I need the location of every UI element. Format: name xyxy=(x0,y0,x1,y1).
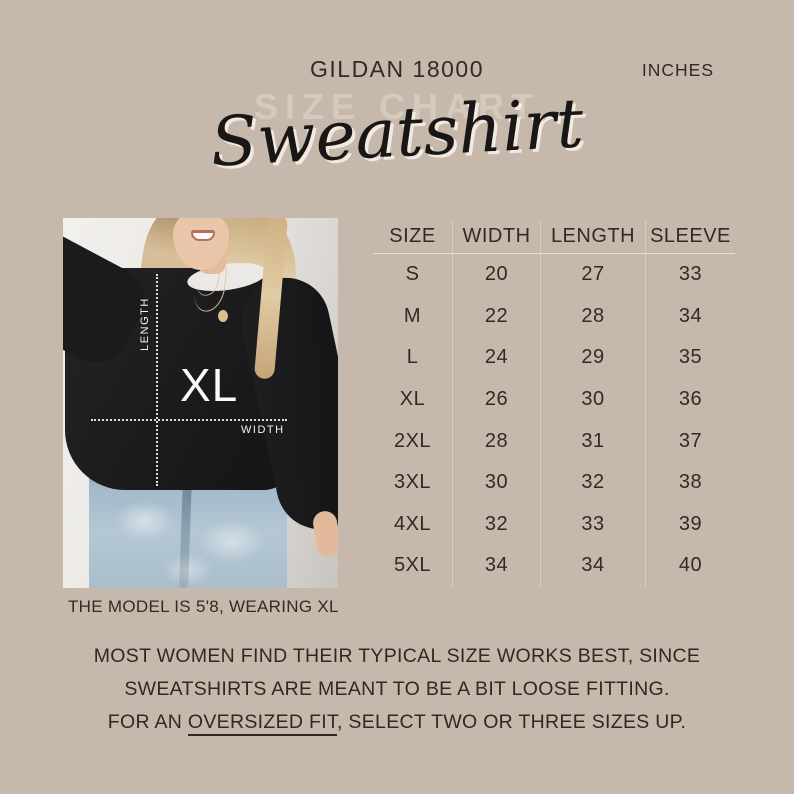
model-photo: LENGTH WIDTH XL xyxy=(63,218,338,588)
width-cell: 32 xyxy=(453,503,541,546)
model-caption: THE MODEL IS 5'8, WEARING XL xyxy=(68,597,339,616)
size-chart-watermark: SIZE CHART xyxy=(254,86,540,127)
col-header-width: WIDTH xyxy=(453,220,541,254)
model-hand xyxy=(311,509,338,559)
width-cell: 20 xyxy=(453,254,541,296)
width-cell: 26 xyxy=(453,378,541,421)
table-row: 2XL 28 31 37 xyxy=(373,420,735,462)
sleeve-cell: 39 xyxy=(678,512,703,535)
width-cell: 24 xyxy=(453,337,541,379)
size-cell: 2XL xyxy=(373,420,453,462)
col-header-size: SIZE xyxy=(373,220,453,254)
width-cell: 34 xyxy=(453,545,541,587)
sleeve-cell: 40 xyxy=(678,554,703,577)
table-row: 5XL 34 34 40 xyxy=(373,545,735,587)
length-cell: 31 xyxy=(541,420,646,462)
col-header-length: LENGTH xyxy=(541,220,646,254)
brand-label: GILDAN 18000 xyxy=(310,56,484,82)
table-row: S 20 27 33 xyxy=(373,254,735,296)
width-label: WIDTH xyxy=(241,424,285,436)
length-measure-line xyxy=(156,274,158,486)
fit-note-line-3-prefix: FOR AN xyxy=(107,711,188,733)
size-cell: S xyxy=(373,254,453,296)
fit-note-line-2: SWEATSHIRTS ARE MEANT TO BE A BIT LOOSE … xyxy=(124,678,670,700)
table-row: XL 26 30 36 xyxy=(373,378,735,421)
table-row: 3XL 30 32 38 xyxy=(373,461,735,504)
size-cell: XL xyxy=(373,378,453,421)
size-cell: 3XL xyxy=(373,461,453,504)
oversized-fit-underlined: OVERSIZED FIT xyxy=(187,711,337,736)
fit-note: MOST WOMEN FIND THEIR TYPICAL SIZE WORKS… xyxy=(0,640,794,739)
sleeve-cell: 33 xyxy=(678,263,703,286)
width-cell: 22 xyxy=(453,295,541,338)
units-label: INCHES xyxy=(641,60,714,80)
length-cell: 28 xyxy=(541,295,646,338)
size-cell: L xyxy=(373,337,453,379)
length-cell: 30 xyxy=(541,378,646,421)
sleeve-cell: 36 xyxy=(678,388,703,411)
width-measure-line xyxy=(91,419,287,421)
length-cell: 32 xyxy=(541,461,646,504)
sleeve-cell: 34 xyxy=(678,304,703,327)
sleeve-cell: 38 xyxy=(678,471,703,494)
length-cell: 34 xyxy=(541,545,646,587)
col-header-sleeve: SLEEVE xyxy=(646,220,735,254)
size-table: SIZE WIDTH LENGTH SLEEVE S 20 27 33 M 22… xyxy=(373,220,735,587)
length-cell: 27 xyxy=(541,254,646,296)
size-cell: 5XL xyxy=(373,545,453,587)
length-cell: 29 xyxy=(541,337,646,379)
width-cell: 30 xyxy=(453,461,541,504)
sleeve-cell: 37 xyxy=(678,429,703,452)
table-row: M 22 28 34 xyxy=(373,295,735,338)
table-row: L 24 29 35 xyxy=(373,337,735,379)
worn-size-label: XL xyxy=(180,359,239,411)
model-smile xyxy=(191,230,215,241)
width-cell: 28 xyxy=(453,420,541,462)
size-cell: M xyxy=(373,295,453,338)
fit-note-line-3-suffix: , SELECT TWO OR THREE SIZES UP. xyxy=(337,711,687,733)
size-cell: 4XL xyxy=(373,503,453,546)
necklace-pendant xyxy=(218,310,228,322)
table-header-row: SIZE WIDTH LENGTH SLEEVE xyxy=(373,220,735,254)
sleeve-cell: 35 xyxy=(678,346,703,369)
table-row: 4XL 32 33 39 xyxy=(373,503,735,546)
length-label: LENGTH xyxy=(139,297,151,351)
length-cell: 33 xyxy=(541,503,646,546)
fit-note-line-1: MOST WOMEN FIND THEIR TYPICAL SIZE WORKS… xyxy=(93,645,701,667)
fit-note-line-3: FOR AN OVERSIZED FIT, SELECT TWO OR THRE… xyxy=(0,706,794,739)
